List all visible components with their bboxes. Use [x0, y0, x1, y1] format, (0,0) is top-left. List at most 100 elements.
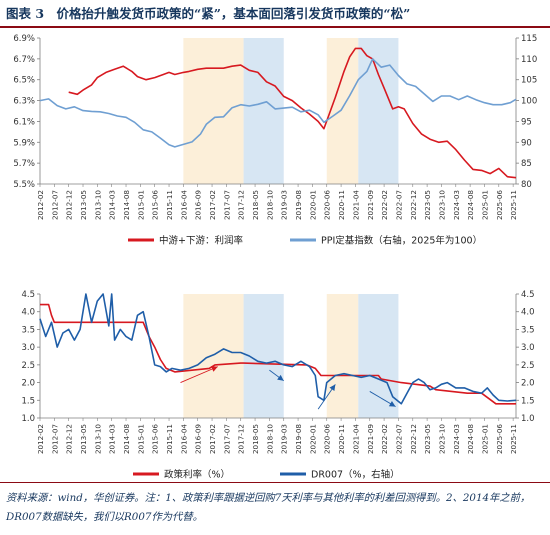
- x-tick-label: 2016-04: [179, 190, 188, 220]
- chart-top: 5.5% 5.7% 5.9% 6.1% 6.3% 6.5% 6.7% 6.9% 80 85 90 95…: [13, 34, 537, 220]
- y-tick-label-left: 6.3%: [13, 97, 35, 107]
- x-tick-label: 2025-11: [509, 424, 518, 454]
- x-tick-label: 2015-01: [136, 190, 145, 220]
- x-tick-label: 2021-04: [351, 424, 360, 454]
- x-tick-label: 2024-03: [452, 190, 461, 220]
- x-tick-label: 2024-03: [452, 424, 461, 454]
- x-tick-label: 2020-06: [323, 424, 332, 454]
- y-tick-label-left: 3.0: [21, 343, 35, 353]
- x-tick-label: 2025-11: [509, 190, 518, 220]
- x-tick-label: 2017-02: [208, 424, 217, 454]
- y-tick-label-left: 1.0: [21, 414, 35, 424]
- shaded-period-tight: [183, 38, 244, 184]
- x-tick-label: 2012-07: [50, 424, 59, 454]
- x-tick-label: 2014-03: [108, 190, 117, 220]
- legend-label: PPI定基指数（右轴，2025年为100）: [321, 235, 482, 247]
- y-tick-label-left: 5.5%: [13, 180, 35, 190]
- legend-bottom: 政策利率（%） DR007（%，右轴）: [133, 469, 400, 481]
- y-tick-label-right: 3.5: [521, 325, 535, 335]
- x-tick-label: 2018-05: [251, 190, 260, 220]
- y-tick-label-left: 2.5: [21, 361, 35, 371]
- shaded-period-loose: [358, 294, 399, 418]
- y-tick-label-right: 80: [521, 180, 532, 190]
- shaded-period-tight: [183, 294, 244, 418]
- y-tick-label-left: 1.5: [21, 396, 35, 406]
- x-tick-label: 2025-01: [480, 190, 489, 220]
- x-tick-label: 2016-09: [194, 424, 203, 454]
- y-tick-label-right: 2.5: [521, 361, 535, 371]
- y-tick-label-left: 6.5%: [13, 76, 35, 86]
- x-tick-label: 2016-04: [179, 424, 188, 454]
- x-tick-label: 2014-08: [122, 190, 131, 220]
- x-tick-label: 2013-05: [79, 190, 88, 220]
- y-tick-label-left: 6.1%: [13, 117, 35, 127]
- shaded-period-tight: [326, 294, 359, 418]
- series-line-a: [68, 47, 517, 179]
- x-tick-label: 2015-06: [151, 190, 160, 220]
- y-tick-label-left: 6.7%: [13, 55, 35, 65]
- bottom-rule: [0, 482, 550, 483]
- x-tick-label: 2015-11: [165, 424, 174, 454]
- x-tick-label: 2020-01: [308, 190, 317, 220]
- figure-title: 图表 3 价格抬升触发货币政策的“紧”，基本面回落引发货币政策的“松”: [6, 6, 411, 21]
- y-tick-label-right: 1.5: [521, 396, 535, 406]
- title-rule: [0, 26, 550, 28]
- series-line-a: [40, 303, 516, 405]
- x-tick-label: 2023-05: [423, 190, 432, 220]
- source-note: 资料来源：wind，华创证券。注：1、政策利率跟据逆回购7天利率与其他利率的利差…: [6, 492, 531, 523]
- x-tick-label: 2021-09: [366, 424, 375, 454]
- chart-bottom: 1.0 1.5 2.0 2.5 3.0 3.5 4.0 4.5 1.0 1.5 2.0 2.5 3.0 3…: [21, 290, 534, 454]
- series-line-b: [39, 58, 517, 148]
- x-tick-label: 2015-01: [136, 424, 145, 454]
- charts-canvas: 5.5% 5.7% 5.9% 6.1% 6.3% 6.5% 6.7% 6.9% 80 85 90 95…: [13, 34, 537, 481]
- shaded-period-loose: [243, 38, 284, 184]
- x-tick-label: 2012-02: [36, 190, 45, 220]
- x-tick-label: 2012-07: [50, 190, 59, 220]
- y-tick-label-right: 100: [521, 97, 537, 107]
- x-tick-label: 2013-05: [79, 424, 88, 454]
- x-tick-label: 2019-03: [280, 424, 289, 454]
- x-tick-label: 2022-02: [380, 190, 389, 220]
- y-tick-label-right: 115: [521, 34, 537, 44]
- x-tick-label: 2012-02: [36, 424, 45, 454]
- y-tick-label-right: 2.0: [521, 379, 535, 389]
- y-tick-label-right: 4.5: [521, 290, 535, 300]
- x-tick-label: 2017-12: [237, 190, 246, 220]
- x-tick-label: 2017-07: [222, 190, 231, 220]
- x-tick-label: 2012-12: [65, 424, 74, 454]
- x-tick-label: 2017-07: [222, 424, 231, 454]
- legend-label: 政策利率（%）: [164, 469, 230, 481]
- x-tick-label: 2025-01: [480, 424, 489, 454]
- y-tick-label-left: 5.7%: [13, 159, 35, 169]
- x-tick-label: 2020-11: [337, 424, 346, 454]
- y-tick-label-right: 110: [521, 55, 537, 65]
- y-tick-label-right: 95: [521, 117, 532, 127]
- y-tick-label-right: 105: [521, 76, 537, 86]
- x-tick-label: 2020-11: [337, 190, 346, 220]
- x-tick-label: 2022-12: [409, 424, 418, 454]
- y-tick-label-right: 1.0: [521, 414, 535, 424]
- y-tick-label-right: 90: [521, 138, 532, 148]
- x-tick-label: 2020-01: [308, 424, 317, 454]
- y-tick-label-right: 85: [521, 159, 532, 169]
- x-tick-label: 2016-09: [194, 190, 203, 220]
- x-tick-label: 2020-06: [323, 190, 332, 220]
- x-tick-label: 2025-06: [495, 424, 504, 454]
- shaded-period-tight: [326, 38, 359, 184]
- y-tick-label-left: 3.5: [21, 325, 35, 335]
- x-tick-label: 2023-10: [437, 424, 446, 454]
- legend-label: 中游+下游：利润率: [159, 235, 243, 247]
- x-tick-label: 2023-10: [437, 190, 446, 220]
- annotation-arrowhead: [329, 384, 336, 391]
- x-tick-label: 2018-10: [265, 424, 274, 454]
- x-tick-label: 2025-06: [495, 190, 504, 220]
- x-tick-label: 2017-02: [208, 190, 217, 220]
- x-tick-label: 2023-05: [423, 424, 432, 454]
- x-tick-label: 2022-07: [394, 424, 403, 454]
- x-tick-label: 2013-10: [93, 190, 102, 220]
- legend-top: 中游+下游：利润率 PPI定基指数（右轴，2025年为100）: [128, 235, 482, 247]
- x-tick-label: 2017-12: [237, 424, 246, 454]
- annotation-arrow: [180, 366, 218, 383]
- shaded-period-loose: [358, 38, 399, 184]
- x-tick-label: 2022-07: [394, 190, 403, 220]
